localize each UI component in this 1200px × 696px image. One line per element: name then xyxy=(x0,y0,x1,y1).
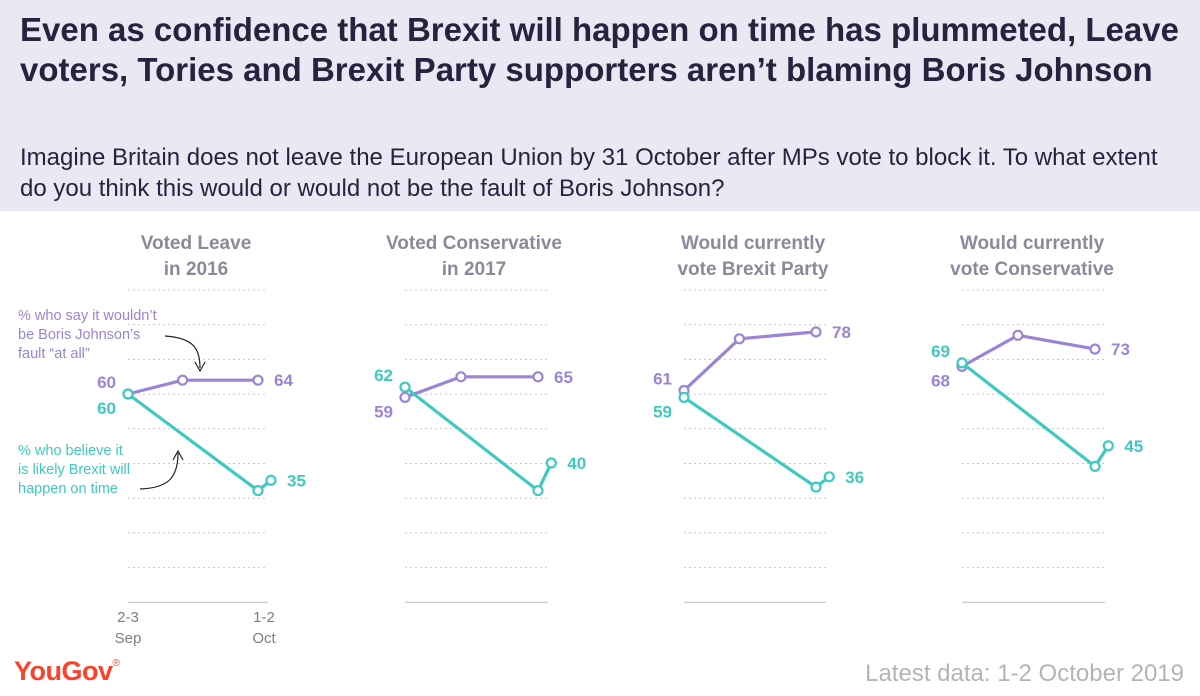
fault-end-label: 73 xyxy=(1111,340,1130,359)
fault-series-line xyxy=(682,330,817,392)
fault-series-line xyxy=(961,333,1096,368)
likely-annotation-line: is likely Brexit will xyxy=(18,462,130,478)
fault-start-label: 68 xyxy=(931,371,950,390)
fault-data-point xyxy=(399,391,411,403)
likely-arrowhead xyxy=(172,449,184,461)
fault-end-label: 78 xyxy=(832,323,851,342)
likely-data-point xyxy=(1102,440,1114,452)
likely-data-point xyxy=(122,388,134,400)
fault-data-point xyxy=(733,333,746,345)
x-tick-label: Sep xyxy=(115,630,142,647)
panel-title-line: Would currently xyxy=(681,233,826,254)
fault-data-point xyxy=(810,326,822,338)
panel-title-line: Voted Conservative xyxy=(386,233,562,254)
likely-data-point xyxy=(545,457,557,469)
chart-title: Even as confidence that Brexit will happ… xyxy=(20,11,1179,88)
likely-data-point xyxy=(956,357,968,369)
fault-data-point xyxy=(1012,329,1024,341)
likely-start-label: 59 xyxy=(653,402,672,421)
fault-annotation-line: fault “at all” xyxy=(18,346,90,362)
fault-annotation-line: % who say it wouldn’t xyxy=(18,308,157,324)
likely-start-label: 69 xyxy=(931,342,950,361)
likely-annotation-line: happen on time xyxy=(18,481,118,497)
panel-title-line: Voted Leave xyxy=(141,233,252,254)
chart-panel-3: Would currently vote Brexit Party 61 78 59 36 xyxy=(653,233,864,603)
fault-start-label: 59 xyxy=(374,402,393,421)
fault-end-label: 65 xyxy=(554,368,573,387)
likely-data-point xyxy=(1089,460,1101,472)
fault-end-label: 64 xyxy=(274,371,293,390)
likely-series-line xyxy=(127,392,272,493)
fault-start-label: 61 xyxy=(653,370,672,389)
annotations: % who say it wouldn’t be Boris Johnson’s f… xyxy=(18,308,206,497)
likely-data-point xyxy=(532,485,544,497)
panel-title-line: vote Conservative xyxy=(950,259,1114,280)
likely-data-point xyxy=(810,481,822,493)
x-tick-label: 1-2 xyxy=(253,609,275,626)
fault-data-point xyxy=(455,371,467,383)
panel-title-line: in 2017 xyxy=(442,259,506,280)
likely-start-label: 62 xyxy=(374,366,393,385)
chart-panel-4: Would currently vote Conservative 68 73 69 45 xyxy=(931,233,1143,603)
fault-data-point xyxy=(1089,343,1101,355)
fault-start-label: 60 xyxy=(97,373,116,392)
fault-arrowhead xyxy=(194,361,206,373)
likely-annotation-line: % who believe it xyxy=(18,443,123,459)
likely-annotation-arrow xyxy=(139,452,179,490)
panel-title-line: Would currently xyxy=(960,233,1105,254)
fault-series-line xyxy=(127,378,258,396)
panel-title-line: in 2016 xyxy=(164,259,228,280)
x-tick-label: 2-3 xyxy=(117,609,139,626)
likely-series-line xyxy=(961,361,1110,468)
likely-data-point xyxy=(252,485,264,497)
chart-panel-1: Voted Leave in 2016 60 64 60 35 2-3 Sep 1-2 Oct xyxy=(97,233,306,647)
fault-annotation-line: be Boris Johnson’s xyxy=(18,327,140,343)
fault-data-point xyxy=(532,371,544,383)
yougov-logo-text: YouGov xyxy=(14,656,113,686)
yougov-logo: YouGov® xyxy=(14,656,120,687)
likely-series-line xyxy=(683,396,831,489)
likely-series-line xyxy=(404,385,553,493)
likely-end-label: 36 xyxy=(845,468,864,487)
fault-data-point xyxy=(252,374,264,386)
fault-data-point xyxy=(177,374,189,386)
likely-data-point xyxy=(678,391,690,403)
latest-data-note: Latest data: 1-2 October 2019 xyxy=(865,660,1184,687)
header-band xyxy=(0,0,1200,211)
likely-data-point xyxy=(399,381,411,393)
likely-data-point xyxy=(823,471,835,483)
x-tick-label: Oct xyxy=(252,630,276,647)
likely-end-label: 45 xyxy=(1124,437,1143,456)
chart-subtitle: Imagine Britain does not leave the Europ… xyxy=(20,144,1158,202)
likely-start-label: 60 xyxy=(97,399,116,418)
fault-annotation-arrow xyxy=(164,335,201,369)
likely-data-point xyxy=(265,474,277,486)
panel-title-line: vote Brexit Party xyxy=(677,259,828,280)
likely-end-label: 40 xyxy=(567,454,586,473)
trademark-mark: ® xyxy=(112,658,120,669)
chart-panel-2: Voted Conservative in 2017 59 65 62 40 xyxy=(374,233,586,603)
likely-end-label: 35 xyxy=(287,471,306,490)
